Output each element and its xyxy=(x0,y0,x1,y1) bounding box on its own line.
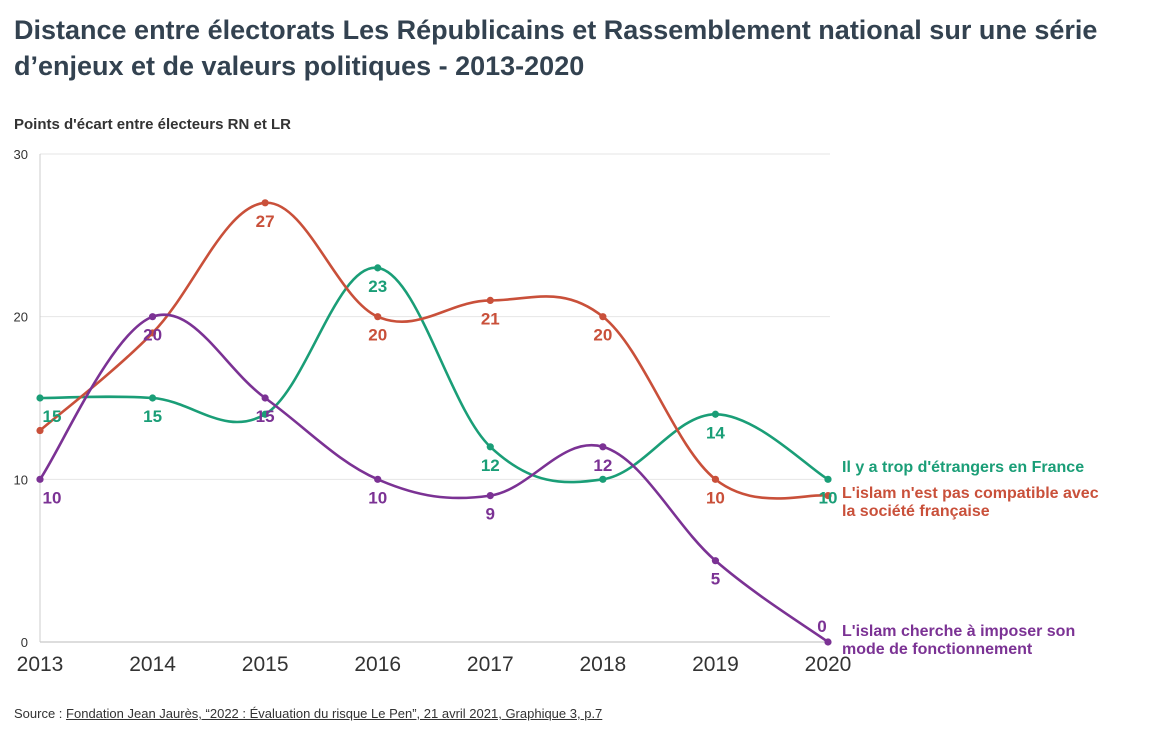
x-tick-label: 2019 xyxy=(692,653,739,676)
x-tick-label: 2016 xyxy=(354,653,401,676)
data-point xyxy=(486,492,494,500)
source-note: Source : Fondation Jean Jaurès, “2022 : … xyxy=(14,706,602,721)
series-line-1 xyxy=(39,201,829,500)
data-label: 15 xyxy=(256,407,275,426)
data-point xyxy=(36,426,44,435)
data-point xyxy=(599,475,607,483)
y-tick-label: 30 xyxy=(14,147,28,162)
data-point xyxy=(148,394,157,402)
data-point xyxy=(374,264,382,272)
data-label: 20 xyxy=(143,326,162,345)
series-names: Il y a trop d'étrangers en France L'islam… xyxy=(842,459,1099,658)
x-tick-label: 2014 xyxy=(129,653,176,676)
data-label: 5 xyxy=(711,570,720,589)
data-label: 10 xyxy=(43,488,62,507)
data-point xyxy=(824,492,832,500)
data-point xyxy=(374,313,382,321)
data-label: 27 xyxy=(256,212,275,231)
data-label: 12 xyxy=(593,456,612,475)
chart-title: Distance entre électorats Les Républicai… xyxy=(14,15,1098,81)
data-label: 9 xyxy=(486,505,495,524)
x-tick-label: 2017 xyxy=(467,653,514,676)
y-tick-label: 20 xyxy=(14,310,28,325)
data-label: 14 xyxy=(706,423,725,442)
data-label: 15 xyxy=(43,407,62,426)
data-label: 10 xyxy=(819,488,838,507)
y-axis-label: Points d'écart entre électeurs RN et LR xyxy=(14,116,291,133)
series-name-label: mode de fonctionnement xyxy=(842,641,1033,658)
series-name-label: Il y a trop d'étrangers en France xyxy=(842,459,1084,476)
data-point xyxy=(711,410,720,418)
data-point xyxy=(374,475,382,483)
data-label: 10 xyxy=(368,488,387,507)
data-point xyxy=(261,394,269,402)
data-label: 23 xyxy=(368,277,387,296)
data-point xyxy=(36,394,44,402)
data-point xyxy=(36,475,44,483)
data-point xyxy=(711,475,720,483)
data-point xyxy=(599,313,607,321)
x-tick-label: 2020 xyxy=(805,653,852,676)
data-point xyxy=(486,296,494,304)
series-line-2 xyxy=(38,313,829,644)
data-labels: 15 15 23 12 14 10 27 20 21 20 10 10 20 15 10 9 12 5 0 xyxy=(43,212,838,636)
data-label: 12 xyxy=(481,456,500,475)
data-label: 15 xyxy=(143,407,162,426)
series-name-label: la société française xyxy=(842,503,990,520)
data-point xyxy=(486,443,494,451)
data-point xyxy=(261,410,269,418)
y-tick-label: 0 xyxy=(21,635,28,650)
series-name-label: L'islam n'est pas compatible avec xyxy=(842,485,1099,502)
x-tick-label: 2018 xyxy=(579,653,626,676)
series-points xyxy=(36,199,832,646)
data-label: 10 xyxy=(706,488,725,507)
series-name-label: L'islam cherche à imposer son xyxy=(842,623,1075,640)
data-point xyxy=(824,475,832,483)
data-point xyxy=(599,443,607,451)
data-label: 0 xyxy=(817,617,826,636)
source-prefix: Source : xyxy=(14,706,63,721)
y-tick-label: 10 xyxy=(14,472,28,487)
data-point xyxy=(824,638,832,646)
data-label: 20 xyxy=(593,326,612,345)
source-link[interactable]: Fondation Jean Jaurès, “2022 : Évaluatio… xyxy=(66,706,603,721)
data-point xyxy=(148,313,157,321)
data-label: 20 xyxy=(368,326,387,345)
data-point xyxy=(148,329,157,337)
x-tick-label: 2013 xyxy=(17,653,64,676)
data-label: 21 xyxy=(481,309,500,328)
data-point xyxy=(261,199,269,207)
x-tick-label: 2015 xyxy=(242,653,289,676)
data-point xyxy=(711,557,720,565)
series-line-0 xyxy=(39,266,829,484)
